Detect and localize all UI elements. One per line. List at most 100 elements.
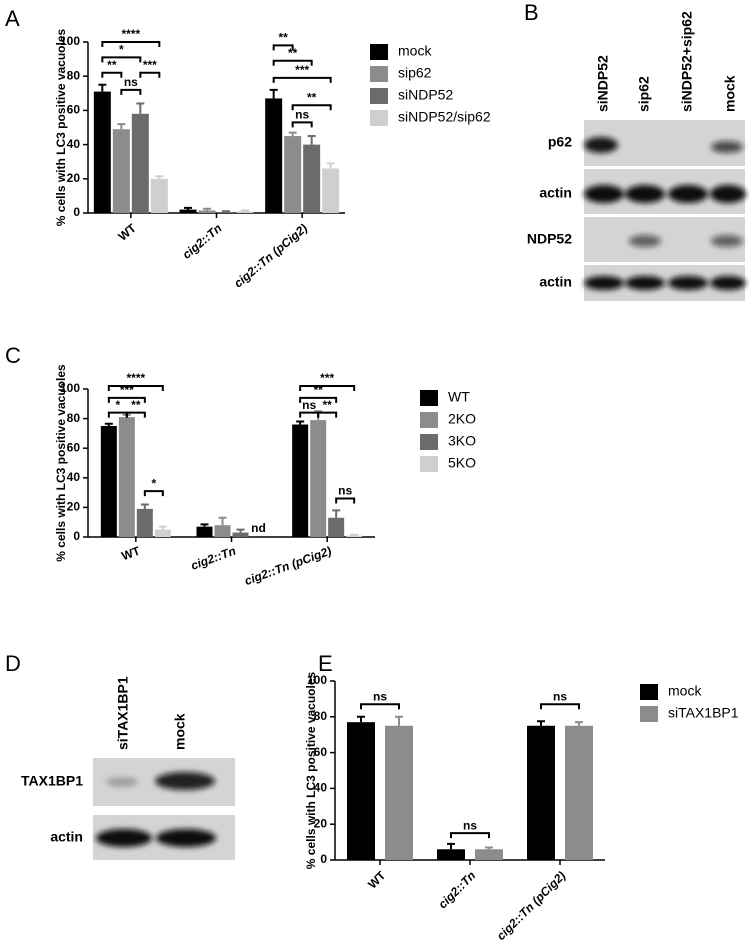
legend-label: mock — [398, 43, 432, 59]
y-tick-label: 0 — [73, 205, 80, 219]
y-tick-label: 100 — [60, 381, 80, 395]
band — [710, 276, 746, 290]
x-tick-label: cig2::Tn (pCig2) — [243, 544, 334, 588]
significance-bracket — [335, 497, 356, 504]
y-axis-label: % cells with LC3 positive vacuoles — [54, 28, 68, 226]
significance-bracket — [272, 44, 294, 51]
error-bar — [296, 420, 305, 425]
band — [96, 829, 152, 847]
error-bar — [537, 720, 545, 726]
significance-label: ns — [553, 689, 567, 703]
significance-label: **** — [126, 371, 145, 385]
error-bar — [222, 210, 230, 213]
significance-bracket — [299, 385, 356, 392]
significance-bracket — [317, 411, 338, 418]
significance-bracket — [125, 411, 146, 418]
legend-swatch — [420, 434, 438, 450]
band — [710, 185, 746, 203]
error-bar — [241, 209, 249, 212]
significance-bracket — [360, 703, 400, 710]
error-bar — [395, 715, 403, 726]
error-bar — [307, 135, 316, 145]
x-tick-label: WT — [365, 868, 389, 892]
blot-lanes: siNDP52 sip62 siNDP52+sip62 mock — [595, 11, 738, 112]
error-bar — [158, 525, 167, 530]
row-label: p62 — [548, 134, 572, 150]
significance-label: ** — [107, 58, 117, 72]
bar — [328, 517, 345, 537]
band — [625, 276, 665, 290]
error-bar — [236, 528, 245, 533]
error-bar — [136, 102, 145, 114]
significance-bracket — [450, 832, 490, 839]
bar — [232, 532, 249, 537]
lane-label: mock — [172, 713, 188, 750]
error-bar — [184, 206, 192, 210]
bar — [475, 849, 503, 860]
significance-bracket — [540, 703, 580, 710]
row-label: actin — [539, 185, 572, 201]
significance-label: ns — [302, 398, 316, 412]
y-tick-label: 40 — [67, 470, 81, 484]
error-bar — [332, 509, 341, 518]
y-tick-label: 100 — [307, 673, 327, 687]
error-bar — [104, 422, 113, 426]
panel-letter: C — [5, 343, 21, 368]
significance-label: ** — [313, 383, 323, 397]
y-tick-label: 20 — [67, 171, 81, 185]
legend-label: mock — [668, 683, 702, 699]
significance-bracket — [139, 71, 161, 78]
error-bar — [200, 523, 209, 527]
bar — [565, 725, 593, 860]
significance-label: *** — [143, 58, 157, 72]
significance-label: ** — [307, 90, 317, 104]
bar — [118, 417, 135, 537]
y-tick-label: 60 — [67, 440, 81, 454]
significance-bracket — [143, 490, 164, 497]
error-bar — [203, 207, 211, 211]
panel-letter: D — [5, 651, 21, 676]
legend-swatch — [370, 44, 388, 60]
bar — [196, 526, 213, 537]
significance-bracket — [120, 88, 142, 95]
band — [711, 235, 743, 247]
y-axis-label: % cells with LC3 positive vacuoles — [54, 364, 68, 562]
band — [711, 141, 743, 153]
significance-bracket — [107, 396, 146, 403]
row-label: TAX1BP1 — [21, 773, 83, 789]
row-label: NDP52 — [527, 231, 572, 247]
significance-label: **** — [121, 27, 140, 41]
band — [156, 829, 216, 847]
panel-letter: A — [5, 6, 20, 31]
y-tick-label: 20 — [67, 500, 81, 514]
significance-label: * — [115, 398, 120, 412]
bar — [179, 209, 197, 213]
x-tick-label: WT — [116, 221, 140, 244]
error-bar — [357, 715, 365, 723]
bar — [214, 525, 231, 537]
y-tick-label: 0 — [73, 529, 80, 543]
legend-label: WT — [448, 389, 470, 405]
y-tick-label: 40 — [314, 781, 328, 795]
legend-label: siNDP52/sip62 — [398, 109, 491, 125]
bar — [303, 144, 321, 213]
bar — [385, 725, 413, 860]
significance-label: ** — [322, 398, 332, 412]
band — [155, 772, 215, 790]
lane-label: siNDP52 — [595, 55, 611, 112]
legend-swatch — [370, 110, 388, 126]
significance-label: * — [119, 43, 124, 57]
legend-label: 3KO — [448, 433, 476, 449]
band — [668, 185, 708, 203]
band — [106, 777, 138, 787]
error-bar — [117, 123, 126, 130]
error-bar — [447, 842, 455, 850]
y-tick-label: 80 — [67, 68, 81, 82]
blot — [93, 758, 235, 860]
significance-bracket — [299, 396, 338, 403]
y-tick-label: 20 — [314, 816, 328, 830]
bar — [131, 113, 149, 213]
significance-label: *** — [295, 63, 309, 77]
bar — [136, 508, 153, 537]
error-bar — [575, 721, 583, 726]
